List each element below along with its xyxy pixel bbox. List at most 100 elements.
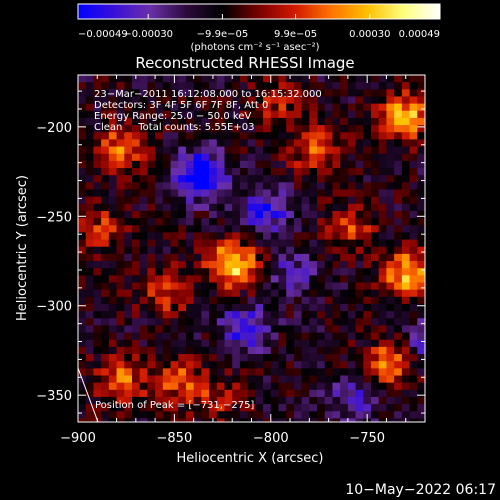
y-tick-label: −200	[36, 121, 72, 136]
heatmap-cell	[170, 303, 179, 312]
heatmap-cell	[101, 246, 110, 255]
heatmap-cell	[371, 275, 380, 284]
heatmap-cell	[394, 282, 403, 291]
heatmap-cell	[131, 382, 141, 391]
heatmap-cell	[286, 168, 295, 176]
heatmap-cell	[301, 225, 310, 233]
heatmap-cell	[293, 110, 303, 119]
heatmap-cell	[239, 75, 249, 83]
heatmap-cell	[162, 418, 172, 422]
heatmap-cell	[124, 110, 133, 119]
heatmap-cell	[224, 253, 233, 262]
heatmap-cell	[309, 253, 318, 262]
heatmap-cell	[371, 203, 380, 212]
heatmap-cell	[93, 396, 102, 405]
heatmap-cell	[247, 210, 256, 219]
heatmap-cell	[401, 146, 411, 155]
heatmap-cell	[93, 125, 102, 133]
heatmap-cell	[209, 125, 218, 133]
heatmap-cell	[232, 103, 241, 112]
heatmap-cell	[162, 361, 172, 369]
heatmap-cell	[378, 210, 388, 219]
heatmap-cell	[317, 375, 326, 384]
heatmap-cell	[139, 210, 148, 219]
heatmap-cell	[340, 418, 349, 422]
heatmap-cell	[378, 89, 388, 98]
heatmap-cell	[347, 282, 357, 291]
heatmap-cell	[93, 261, 102, 269]
heatmap-cell	[124, 146, 133, 155]
heatmap-cell	[363, 146, 372, 155]
heatmap-cell	[386, 82, 395, 90]
heatmap-cell	[332, 146, 341, 155]
heatmap-cell	[139, 361, 148, 369]
heatmap-cell	[85, 282, 95, 291]
heatmap-cell	[293, 218, 303, 226]
heatmap-cell	[263, 96, 272, 105]
heatmap-cell	[155, 389, 164, 398]
heatmap-cell	[401, 103, 411, 112]
heatmap-cell	[178, 196, 187, 205]
heatmap-cell	[263, 275, 272, 284]
heatmap-cell	[239, 218, 249, 226]
heatmap-cell	[116, 253, 125, 262]
heatmap-cell	[340, 153, 349, 162]
heatmap-cell	[417, 382, 425, 391]
heatmap-cell	[85, 210, 95, 219]
heatmap-cell	[401, 246, 411, 255]
heatmap-cell	[355, 311, 364, 319]
heatmap-cell	[139, 153, 148, 162]
heatmap-cell	[401, 196, 411, 205]
info-block: 23−Mar−2011 16:12:08.000 to 16:15:32.000…	[94, 89, 322, 133]
heatmap-cell	[324, 239, 334, 248]
heatmap-cell	[239, 354, 249, 362]
heatmap-cell	[209, 96, 218, 105]
heatmap-cell	[324, 311, 334, 319]
heatmap-cell	[78, 325, 87, 334]
heatmap-cell	[147, 168, 156, 176]
heatmap-cell	[85, 153, 95, 162]
heatmap-cell	[85, 346, 95, 355]
heatmap-cell	[263, 182, 272, 191]
heatmap-cell	[347, 117, 357, 126]
heatmap-cell	[332, 196, 341, 205]
heatmap-cell	[193, 218, 202, 226]
heatmap-cell	[232, 411, 241, 420]
heatmap-cell	[224, 382, 233, 391]
heatmap-cell	[317, 268, 326, 276]
heatmap-cell	[309, 132, 318, 140]
heatmap-cell	[270, 246, 280, 255]
heatmap-cell	[394, 210, 403, 219]
heatmap-cell	[309, 139, 318, 148]
heatmap-cell	[201, 246, 210, 255]
heatmap-cell	[378, 275, 388, 284]
heatmap-cell	[278, 160, 287, 169]
heatmap-cell	[355, 275, 364, 284]
heatmap-cell	[85, 303, 95, 312]
heatmap-image	[78, 75, 425, 422]
heatmap-cell	[93, 175, 102, 183]
heatmap-cell	[417, 103, 425, 112]
heatmap-cell	[232, 175, 241, 183]
heatmap-cell	[108, 75, 118, 83]
heatmap-cell	[417, 196, 425, 205]
heatmap-cell	[224, 89, 233, 98]
heatmap-cell	[301, 82, 310, 90]
heatmap-cell	[324, 339, 334, 348]
heatmap-cell	[293, 346, 303, 355]
heatmap-cell	[139, 418, 148, 422]
heatmap-cell	[263, 375, 272, 384]
heatmap-cell	[162, 261, 172, 269]
heatmap-cell	[224, 246, 233, 255]
heatmap-cell	[347, 218, 357, 226]
heatmap-cell	[355, 175, 364, 183]
heatmap-cell	[185, 411, 195, 420]
heatmap-cell	[101, 182, 110, 191]
heatmap-cell	[101, 82, 110, 90]
heatmap-cell	[363, 325, 372, 334]
info-line-time: 23−Mar−2011 16:12:08.000 to 16:15:32.000	[94, 89, 322, 100]
heatmap-cell	[301, 275, 310, 284]
heatmap-cell	[147, 232, 156, 241]
heatmap-cell	[239, 268, 249, 276]
heatmap-cell	[116, 210, 125, 219]
